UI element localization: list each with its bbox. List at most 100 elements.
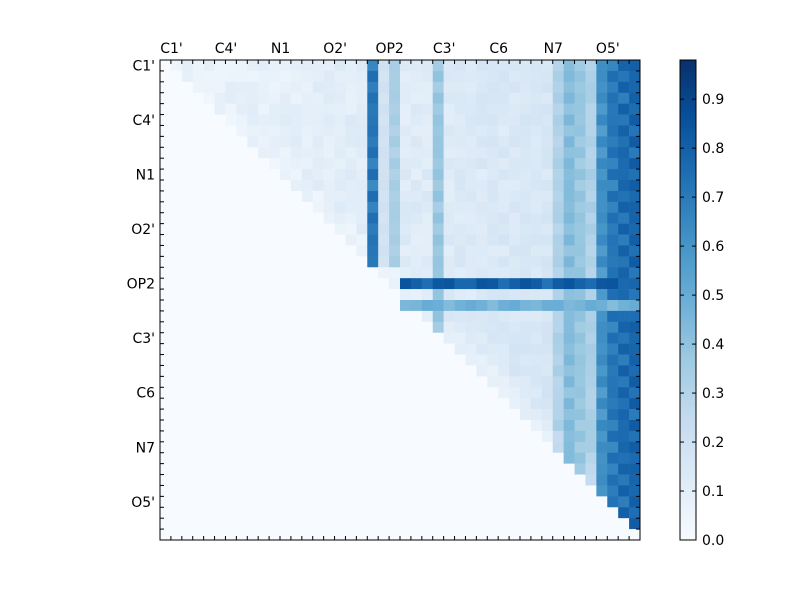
heatmap-cell [607,212,619,224]
heatmap-cell [487,245,499,257]
heatmap-cell [356,125,368,137]
heatmap-cell [400,147,412,159]
heatmap-cell [541,518,554,530]
heatmap-cell [356,321,368,334]
heatmap-cell [345,169,357,181]
heatmap-cell [410,267,423,279]
heatmap-cell [247,158,259,170]
heatmap-cell [269,158,281,170]
heatmap-cell [454,452,466,464]
heatmap-cell [323,409,335,421]
heatmap-cell [629,158,641,170]
heatmap-cell [290,136,303,148]
heatmap-cell [487,190,499,203]
heatmap-cell [225,354,237,366]
heatmap-cell [476,441,488,454]
heatmap-cell [596,463,608,475]
heatmap-cell [181,125,194,137]
heatmap-cell [192,201,204,214]
heatmap-cell [334,463,346,475]
heatmap-cell [214,256,226,268]
heatmap-cell [443,452,455,464]
heatmap-cell [247,190,259,203]
heatmap-cell [378,60,390,72]
heatmap-cell [192,310,204,323]
heatmap-cell [487,103,499,115]
heatmap-cell [400,267,412,279]
heatmap-cell [552,234,564,246]
heatmap-cell [236,201,248,214]
heatmap-cell [530,354,543,366]
heatmap-cell [280,441,292,454]
heatmap-cell [214,430,226,443]
heatmap-cell [378,343,390,355]
heatmap-cell [225,463,237,475]
heatmap-cell [323,278,335,290]
heatmap-cell [410,114,423,126]
heatmap-cell [607,300,619,312]
heatmap-cell [312,310,324,323]
heatmap-cell [280,60,292,72]
heatmap-cell [312,201,324,214]
heatmap-cell [280,103,292,115]
heatmap-cell [476,300,488,312]
heatmap-cell [258,430,270,443]
heatmap-cell [476,70,488,83]
heatmap-cell [181,70,194,83]
heatmap-cell [487,136,499,148]
heatmap-cell [498,496,510,508]
heatmap-cell [280,278,292,290]
heatmap-cell [389,300,401,312]
heatmap-cell [410,180,423,192]
heatmap-cell [498,103,510,115]
heatmap-cell [454,496,466,508]
heatmap-cell [236,529,248,541]
heatmap-cell [378,92,390,104]
heatmap-cell [520,387,532,399]
heatmap-cell [181,245,194,257]
heatmap-cell [280,409,292,421]
heatmap-cell [280,518,292,530]
heatmap-cell [378,245,390,257]
heatmap-cell [181,474,194,486]
heatmap-cell [476,289,488,301]
heatmap-cell [410,507,423,519]
heatmap-cell [596,289,608,301]
heatmap-cell [454,300,466,312]
heatmap-cell [585,409,597,421]
heatmap-cell [323,310,335,323]
heatmap-cell [334,70,346,83]
heatmap-cell [160,343,172,355]
heatmap-cell [367,430,379,443]
heatmap-cell [607,343,619,355]
heatmap-cell [509,420,521,432]
heatmap-cell [345,114,357,126]
heatmap-cell [334,496,346,508]
heatmap-cell [170,289,183,301]
heatmap-cell [400,81,412,94]
x-tick-label: OP2 [375,41,403,57]
heatmap-cell [585,343,597,355]
heatmap-cell [465,321,477,334]
heatmap-cell [541,398,554,410]
heatmap-cell [520,212,532,224]
heatmap-cell [410,158,423,170]
heatmap-cell [563,169,575,181]
heatmap-cell [203,529,215,541]
heatmap-cell [280,180,292,192]
heatmap-cell [563,267,575,279]
heatmap-cell [552,310,564,323]
heatmap-cell [509,300,521,312]
heatmap-cell [389,354,401,366]
heatmap-cell [290,114,303,126]
heatmap-cell [367,452,379,464]
heatmap-cell [520,310,532,323]
heatmap-cell [192,267,204,279]
heatmap-cell [247,245,259,257]
heatmap-cell [465,485,477,497]
heatmap-cell [323,289,335,301]
heatmap-cell [170,430,183,443]
heatmap-cell [378,441,390,454]
heatmap-cell [520,485,532,497]
heatmap-cell [247,60,259,72]
